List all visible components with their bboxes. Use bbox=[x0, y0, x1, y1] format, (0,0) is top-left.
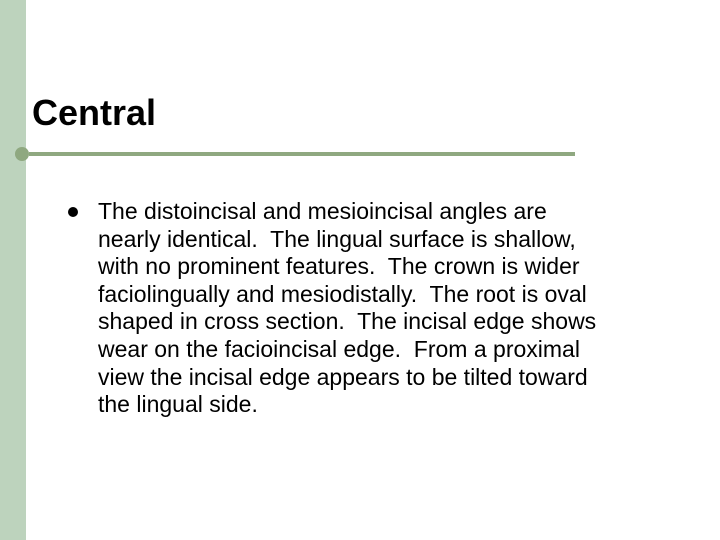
left-accent-bar bbox=[0, 0, 26, 540]
slide-title: Central bbox=[32, 92, 156, 134]
title-underline bbox=[15, 145, 575, 165]
body-region: The distoincisal and mesioincisal angles… bbox=[68, 198, 598, 419]
slide: Central The distoincisal and mesioincisa… bbox=[0, 0, 720, 540]
bullet-icon bbox=[68, 207, 78, 217]
underline-dot-icon bbox=[15, 147, 29, 161]
underline-line bbox=[29, 152, 575, 156]
bullet-item: The distoincisal and mesioincisal angles… bbox=[68, 198, 598, 419]
body-text: The distoincisal and mesioincisal angles… bbox=[98, 198, 598, 419]
